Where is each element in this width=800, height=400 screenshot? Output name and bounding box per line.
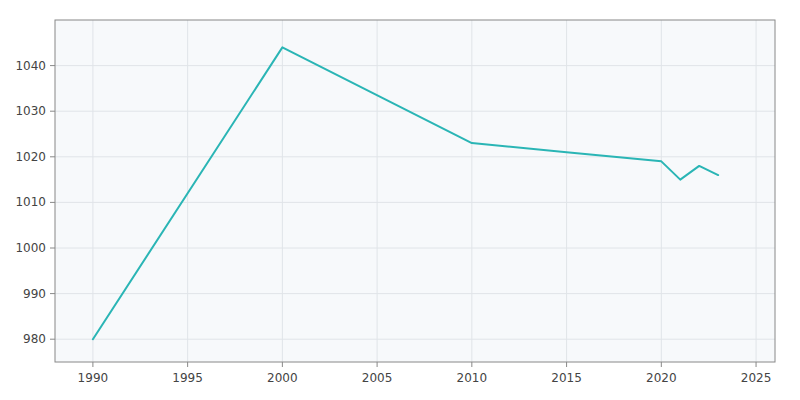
- tick-mark-y: [50, 248, 55, 249]
- tick-label-x: 1990: [78, 371, 109, 385]
- data-layer: [93, 47, 718, 339]
- grid-line-y: [55, 111, 775, 112]
- grid-line-x: [566, 20, 567, 362]
- chart: 1990 1995 2000 2005 2010 2015 2020 2025 980 990 10…: [0, 0, 800, 400]
- grid-line-x: [377, 20, 378, 362]
- tick-mark-x: [471, 362, 472, 367]
- tick-label-y: 1040: [15, 59, 46, 73]
- grid-line-y: [55, 156, 775, 157]
- tick-label-y: 980: [23, 332, 46, 346]
- tick-label-x: 2010: [457, 371, 488, 385]
- tick-label-x: 2000: [267, 371, 298, 385]
- tick-mark-y: [50, 111, 55, 112]
- grid-line-y: [55, 202, 775, 203]
- tick-mark-y: [50, 65, 55, 66]
- tick-mark-x: [756, 362, 757, 367]
- chart-container: 1990 1995 2000 2005 2010 2015 2020 2025 980 990 10…: [0, 0, 800, 400]
- tick-mark-x: [377, 362, 378, 367]
- tick-mark-x: [566, 362, 567, 367]
- tick-label-y: 1000: [15, 241, 46, 255]
- line-series: [93, 47, 718, 339]
- tick-mark-y: [50, 339, 55, 340]
- tick-label-y: 990: [23, 287, 46, 301]
- tick-label-x: 2025: [741, 371, 772, 385]
- tick-mark-x: [282, 362, 283, 367]
- plot-frame: [55, 20, 775, 362]
- plot-area: [55, 20, 775, 362]
- grid-line-x: [282, 20, 283, 362]
- grid-line-y: [55, 65, 775, 66]
- tick-label-x: 2015: [551, 371, 582, 385]
- grid-line-x: [92, 20, 93, 362]
- grid: [55, 20, 775, 362]
- tick-label-x: 1995: [172, 371, 203, 385]
- tick-mark-x: [661, 362, 662, 367]
- tick-mark-x: [92, 362, 93, 367]
- grid-line-x: [471, 20, 472, 362]
- tick-mark-x: [187, 362, 188, 367]
- tick-mark-y: [50, 156, 55, 157]
- grid-line-x: [661, 20, 662, 362]
- tick-mark-y: [50, 202, 55, 203]
- grid-line-x: [756, 20, 757, 362]
- grid-line-y: [55, 248, 775, 249]
- grid-line-y: [55, 339, 775, 340]
- tick-label-y: 1010: [15, 195, 46, 209]
- tick-label-y: 1020: [15, 150, 46, 164]
- tick-label-x: 2020: [646, 371, 677, 385]
- grid-line-y: [55, 293, 775, 294]
- tick-label-x: 2005: [362, 371, 393, 385]
- tick-label-y: 1030: [15, 104, 46, 118]
- axes: 1990 1995 2000 2005 2010 2015 2020 2025 980 990 10…: [15, 20, 775, 385]
- tick-mark-y: [50, 293, 55, 294]
